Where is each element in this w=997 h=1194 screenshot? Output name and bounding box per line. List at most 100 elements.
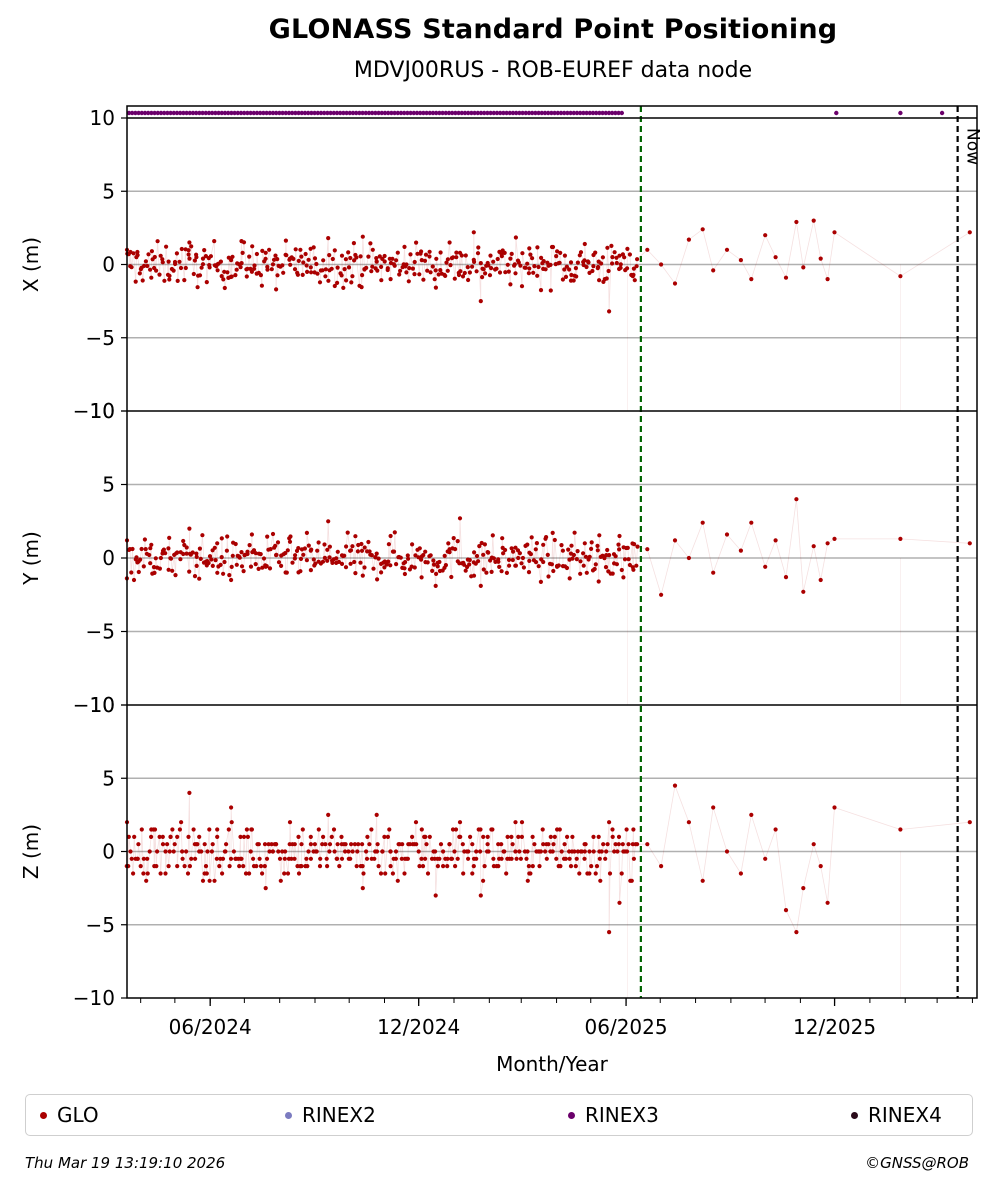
legend-item-rinex3: RINEX3 xyxy=(568,1103,659,1127)
data-point-rinex3 xyxy=(226,110,231,116)
data-point-glo-y xyxy=(446,541,451,546)
data-point-glo-x xyxy=(247,254,252,259)
data-point-glo-z xyxy=(329,834,334,840)
data-point-glo-z xyxy=(562,842,567,847)
data-point-glo-z xyxy=(417,864,422,869)
data-point-glo-x xyxy=(157,272,162,277)
y-axis-label-y: Y (m) xyxy=(19,531,43,586)
data-point-glo-y xyxy=(215,541,220,546)
data-point-glo-z xyxy=(532,842,537,847)
data-point-glo-y xyxy=(374,551,379,556)
data-point-glo-x xyxy=(160,260,165,265)
data-point-rinex3 xyxy=(514,110,519,116)
data-point-glo-y xyxy=(288,534,293,539)
data-point-glo-y xyxy=(219,555,224,560)
data-point-glo-y xyxy=(241,569,246,574)
data-point-glo-x xyxy=(402,244,407,249)
axis-layer: −10 −5 0 5 10 X (m) −10 −5 0 5 10 Y (m) −10 −5 0 5 10 Z (… xyxy=(19,106,973,1076)
data-point-glo-z xyxy=(582,849,587,854)
data-point-glo-x xyxy=(569,272,574,278)
data-point-rinex3 xyxy=(501,110,506,116)
data-point-glo-x xyxy=(315,271,320,276)
data-point-glo-y xyxy=(433,583,438,589)
data-point-glo-x xyxy=(526,271,532,276)
data-point-glo-x xyxy=(494,266,499,271)
data-point-glo-x xyxy=(548,288,553,293)
data-point-glo-y xyxy=(304,530,309,536)
data-point-glo-z xyxy=(485,834,490,840)
data-point-glo-z xyxy=(170,827,175,832)
data-point-glo-y xyxy=(267,566,273,571)
data-point-glo-y xyxy=(237,555,242,560)
data-point-glo-x xyxy=(230,254,235,259)
data-point-glo-z xyxy=(343,842,348,847)
data-point-glo-x xyxy=(432,277,437,282)
data-point-glo-y xyxy=(392,530,397,535)
data-point-glo-z xyxy=(215,827,220,832)
data-point-glo-x xyxy=(162,278,167,283)
data-point-glo-x xyxy=(618,262,623,267)
legend-swatch-glo xyxy=(40,1111,47,1119)
data-point-glo-z xyxy=(563,856,568,861)
data-point-rinex3 xyxy=(552,110,557,116)
data-point-glo-z xyxy=(593,871,598,876)
data-point-glo-x xyxy=(582,241,587,247)
data-point-glo-x xyxy=(348,255,353,261)
data-point-glo-x xyxy=(346,265,352,270)
data-point-glo-x xyxy=(133,279,138,284)
data-point-glo-z xyxy=(551,842,556,847)
data-point-glo-z xyxy=(376,864,381,869)
data-point-glo-z xyxy=(423,856,428,861)
data-point-glo-y xyxy=(421,553,426,558)
data-point-glo-x xyxy=(335,265,340,270)
data-point-rinex3 xyxy=(139,110,144,116)
data-point-glo-y xyxy=(325,547,330,552)
data-point-rinex3 xyxy=(190,110,196,116)
data-point-rinex3 xyxy=(533,110,538,116)
data-point-glo-z xyxy=(410,834,415,840)
data-point-glo-y xyxy=(521,565,527,570)
data-point-glo-y xyxy=(431,562,437,567)
data-point-glo-x xyxy=(369,269,374,274)
data-point-glo-x xyxy=(832,230,837,235)
data-point-glo-y xyxy=(239,550,244,555)
data-point-glo-x xyxy=(234,267,239,272)
data-point-glo-z xyxy=(818,864,823,869)
data-point-glo-y xyxy=(359,548,365,553)
data-point-glo-z xyxy=(168,834,173,840)
data-point-glo-y xyxy=(335,549,340,554)
data-point-rinex3 xyxy=(389,110,394,116)
data-point-glo-x xyxy=(527,246,532,251)
x-tick-label: 06/2024 xyxy=(169,1015,252,1039)
data-point-glo-z xyxy=(453,864,458,869)
data-point-rinex3 xyxy=(318,110,324,116)
data-point-glo-z xyxy=(262,842,268,847)
data-point-rinex3 xyxy=(536,110,541,116)
data-point-glo-x xyxy=(129,265,134,270)
data-point-glo-z xyxy=(244,827,249,832)
data-point-glo-z xyxy=(481,878,486,883)
data-point-glo-z xyxy=(530,834,535,840)
data-point-glo-z xyxy=(158,871,163,876)
data-point-glo-z xyxy=(220,856,226,861)
data-point-glo-z xyxy=(349,842,354,847)
data-point-glo-x xyxy=(146,252,151,257)
data-point-glo-z xyxy=(629,878,634,883)
data-point-glo-z xyxy=(393,856,398,861)
data-point-glo-x xyxy=(329,266,334,271)
data-point-glo-y xyxy=(360,573,365,578)
data-point-glo-z xyxy=(207,827,212,832)
legend-label-rinex2: RINEX2 xyxy=(302,1103,376,1127)
data-point-glo-y xyxy=(258,552,263,557)
data-point-rinex3 xyxy=(587,110,592,116)
data-point-glo-x xyxy=(462,270,467,276)
data-point-glo-z xyxy=(223,849,228,854)
data-point-glo-z xyxy=(263,886,268,891)
data-point-glo-x xyxy=(433,285,438,290)
data-point-glo-z xyxy=(557,827,562,832)
data-point-glo-x xyxy=(407,266,412,271)
data-point-glo-y xyxy=(136,569,141,575)
data-point-rinex3 xyxy=(344,110,349,116)
data-point-glo-y xyxy=(284,570,289,575)
